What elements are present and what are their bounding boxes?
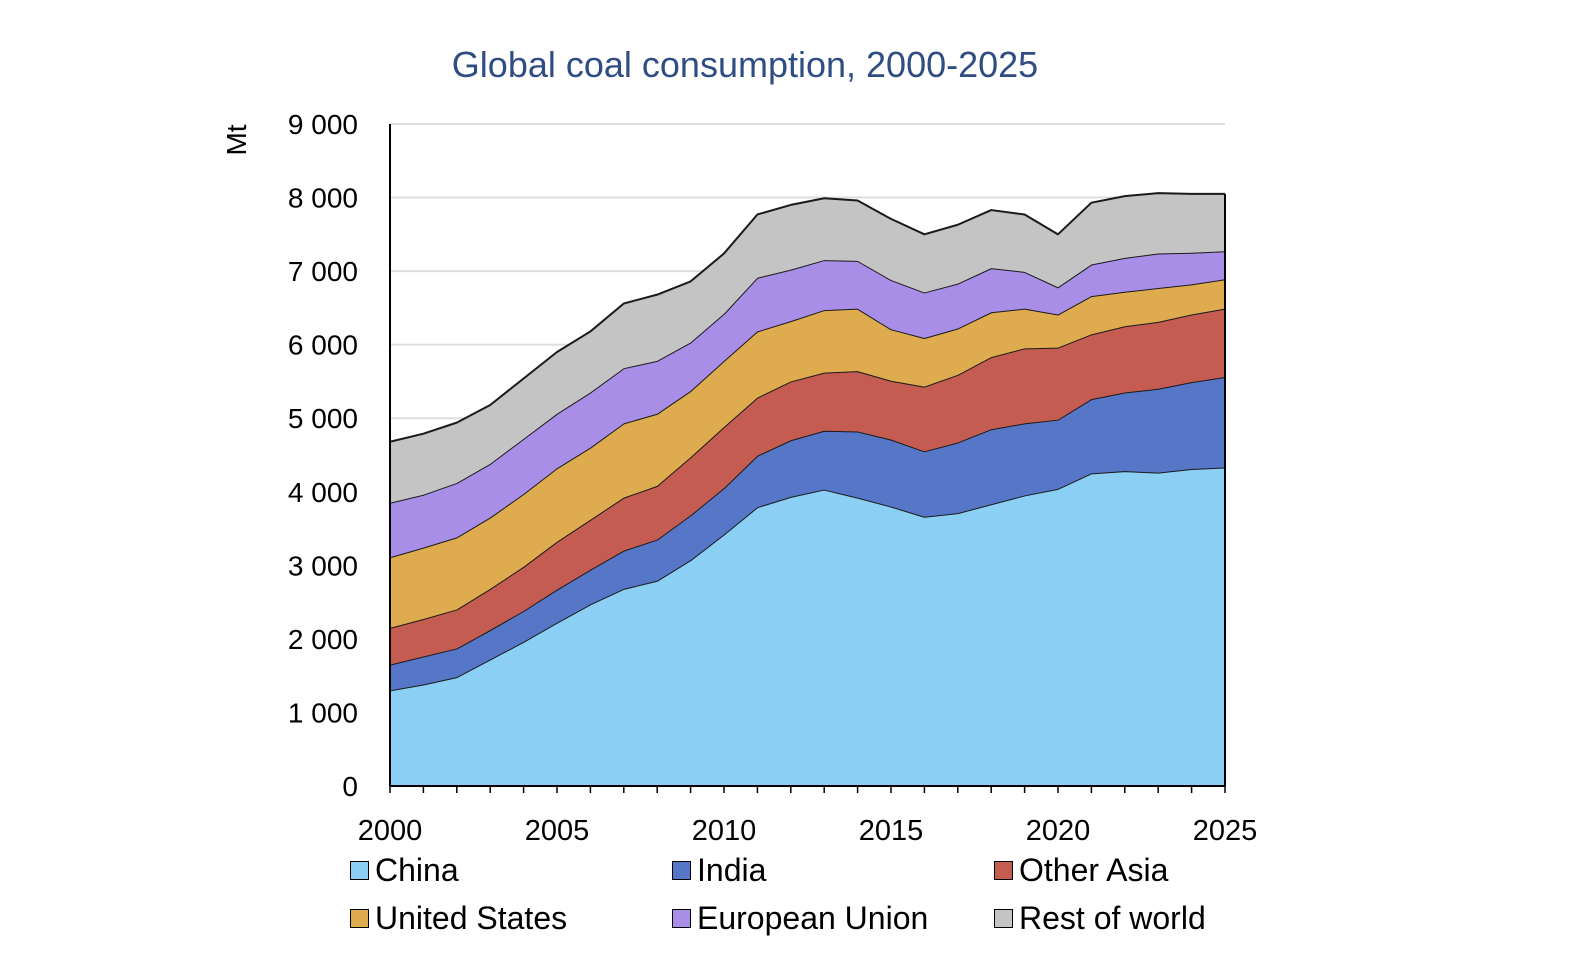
- x-tick-label: 2025: [1193, 815, 1258, 847]
- x-tick-label: 2010: [692, 815, 757, 847]
- legend-swatch: [672, 909, 691, 928]
- y-tick-label: 9 000: [288, 109, 358, 140]
- area-india: [390, 377, 1225, 691]
- y-tick-label: 1 000: [288, 697, 358, 728]
- area-other-asia: [390, 308, 1225, 665]
- legend-swatch: [350, 861, 369, 880]
- legend-swatch: [672, 861, 691, 880]
- legend-item: Other Asia: [994, 852, 1168, 889]
- legend-item: Rest of world: [994, 900, 1206, 937]
- legend-item: European Union: [672, 900, 928, 937]
- y-tick-label: 8 000: [288, 183, 358, 214]
- y-tick-label: 6 000: [288, 330, 358, 361]
- area-united-states: [390, 279, 1225, 628]
- legend-swatch: [994, 861, 1013, 880]
- y-axis-label: Mt: [221, 124, 252, 155]
- legend-item: China: [350, 852, 459, 889]
- legend-item: India: [672, 852, 766, 889]
- legend-label: United States: [375, 900, 568, 936]
- area-european-union: [390, 251, 1225, 558]
- legend-label: Rest of world: [1019, 900, 1206, 936]
- x-tick-label: 2020: [1026, 815, 1091, 847]
- y-tick-label: 0: [342, 771, 358, 802]
- x-tick-label: 2000: [358, 815, 423, 847]
- legend-swatch: [350, 909, 369, 928]
- x-tick-label: 2005: [525, 815, 590, 847]
- y-tick-label: 3 000: [288, 550, 358, 581]
- area-outline: [389, 192, 1225, 443]
- y-tick-label: 5 000: [288, 403, 358, 434]
- area-series: [389, 192, 1226, 786]
- x-tick-label: 2015: [859, 815, 924, 847]
- y-tick-label: 7 000: [288, 256, 358, 287]
- legend-item: United States: [350, 900, 567, 937]
- y-tick-label: 2 000: [288, 624, 358, 655]
- chart-title: Global coal consumption, 2000-2025: [451, 44, 1039, 85]
- legend-label: European Union: [697, 900, 929, 936]
- y-tick-label: 4 000: [288, 477, 358, 508]
- legend-label: India: [697, 852, 767, 888]
- legend-label: China: [375, 852, 459, 888]
- area-china: [390, 467, 1225, 786]
- axes: 0 1 000 2 000 3 000 4 000 5 000 6 000 7 000 8 00…: [288, 109, 1257, 847]
- area-rest-of-world: [390, 193, 1225, 503]
- legend-label: Other Asia: [1019, 852, 1169, 888]
- legend-swatch: [994, 909, 1013, 928]
